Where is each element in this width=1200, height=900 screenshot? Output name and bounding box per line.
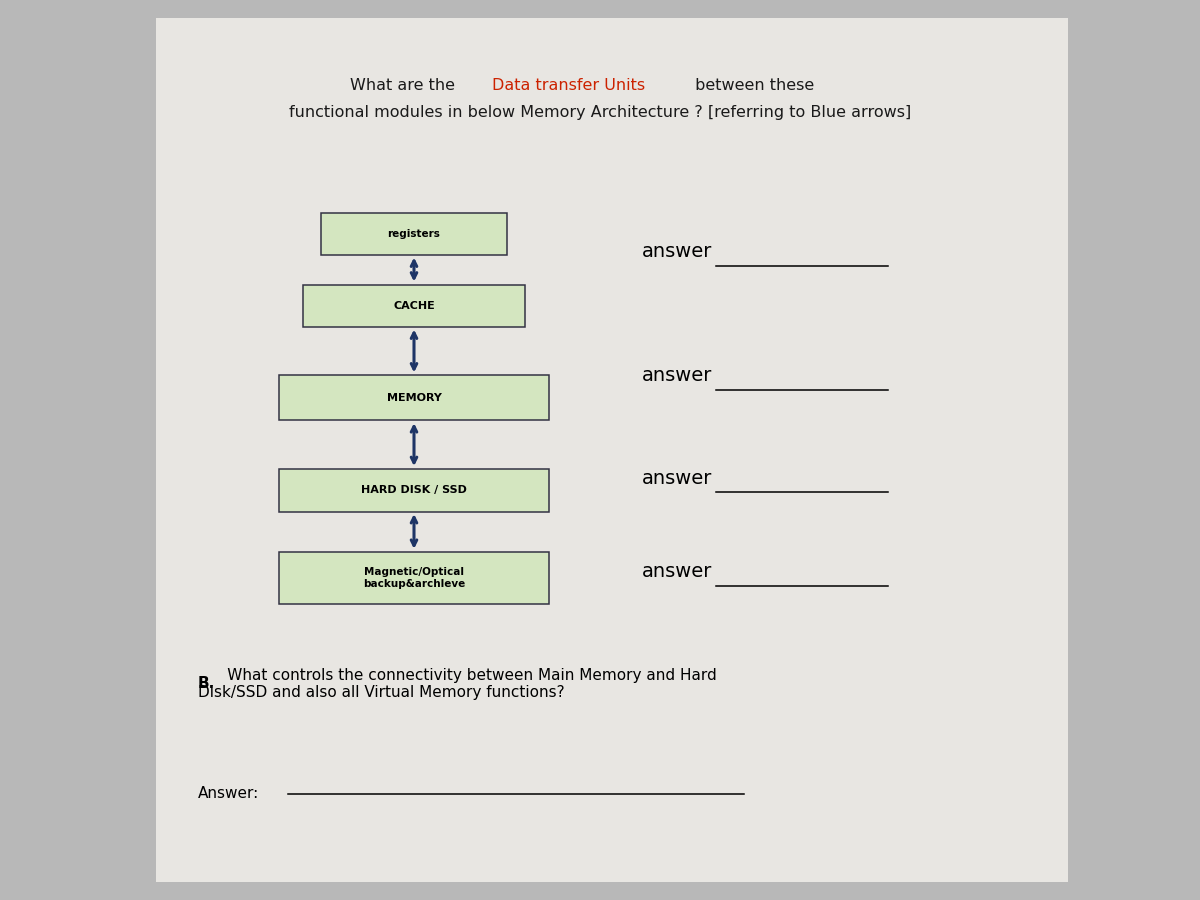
Text: Answer:: Answer: [198,787,259,801]
Text: answer: answer [642,562,713,581]
FancyBboxPatch shape [302,284,524,327]
Text: answer: answer [642,469,713,488]
FancyBboxPatch shape [278,375,550,420]
FancyBboxPatch shape [156,18,1068,882]
Text: registers: registers [388,229,440,239]
Text: answer: answer [642,242,713,261]
FancyBboxPatch shape [278,552,550,604]
Text: HARD DISK / SSD: HARD DISK / SSD [361,485,467,496]
Text: CACHE: CACHE [394,301,434,311]
FancyBboxPatch shape [278,470,550,511]
Text: functional modules in below Memory Architecture ? [referring to Blue arrows]: functional modules in below Memory Archi… [289,105,911,120]
Text: Data transfer Units: Data transfer Units [492,78,646,93]
Text: answer: answer [642,366,713,385]
Text: between these: between these [690,78,814,93]
Text: What are the: What are the [350,78,460,93]
FancyBboxPatch shape [320,212,508,256]
Text: What controls the connectivity between Main Memory and Hard
Disk/SSD and also al: What controls the connectivity between M… [198,668,716,700]
Text: MEMORY: MEMORY [386,392,442,403]
Text: Magnetic/Optical
backup&archleve: Magnetic/Optical backup&archleve [362,567,466,589]
Text: B.: B. [198,677,215,691]
